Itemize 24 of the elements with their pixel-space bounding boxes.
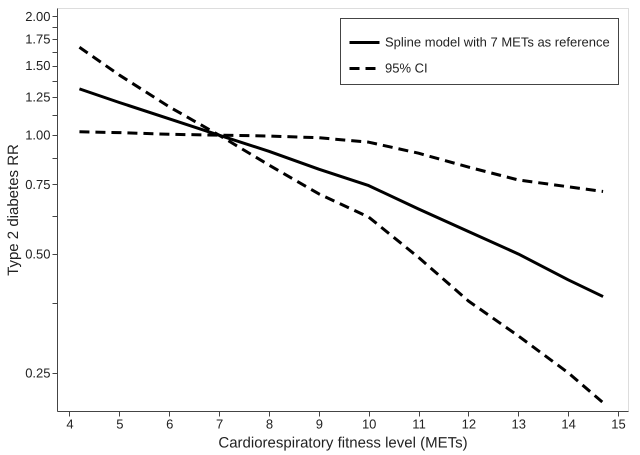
- legend-label: Spline model with 7 METs as reference: [385, 34, 610, 50]
- y-tick-label: 1.25: [25, 89, 50, 104]
- y-tick-label: 0.75: [25, 176, 50, 192]
- x-tick-label: 6: [166, 416, 174, 432]
- x-tick-label: 7: [216, 416, 224, 432]
- legend-label: 95% CI: [385, 60, 428, 76]
- x-tick-label: 10: [362, 416, 376, 432]
- y-tick-label: 2.00: [25, 8, 50, 24]
- x-tick-label: 13: [512, 416, 526, 432]
- x-tick-label: 4: [66, 416, 74, 432]
- y-tick-label: 0.25: [25, 365, 50, 380]
- y-tick-label: 1.50: [25, 58, 50, 74]
- x-tick-label: 14: [561, 416, 576, 432]
- y-tick-label: 1.00: [25, 128, 50, 143]
- x-axis-title: Cardiorespiratory fitness level (METs): [218, 434, 468, 452]
- y-axis-title: Type 2 diabetes RR: [5, 144, 22, 276]
- x-tick-label: 9: [316, 416, 323, 432]
- x-tick-label: 8: [266, 416, 274, 432]
- x-tick-label: 11: [412, 416, 426, 432]
- y-tick-label: 0.50: [25, 246, 50, 262]
- x-tick-label: 5: [116, 416, 124, 432]
- x-tick-label: 12: [462, 416, 476, 432]
- x-tick-label: 15: [611, 416, 626, 432]
- y-tick-label: 1.75: [25, 32, 50, 47]
